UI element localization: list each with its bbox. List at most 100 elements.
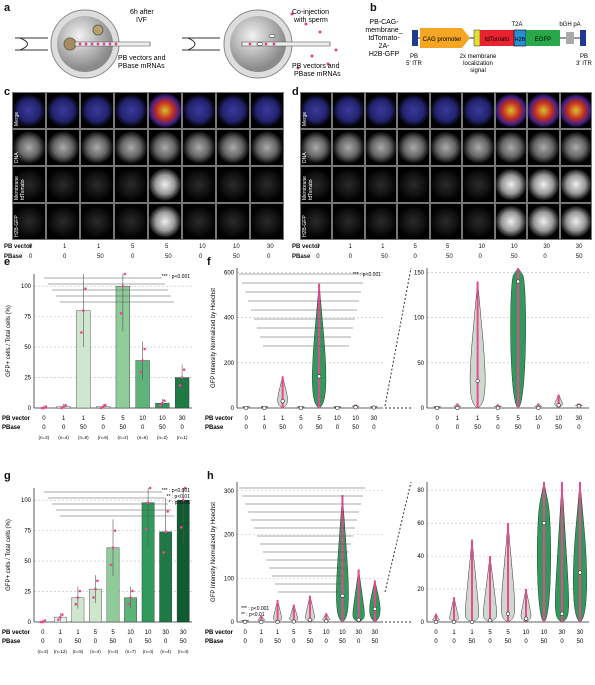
pb-vector-value: 0: [41, 630, 45, 636]
data-point: [109, 563, 113, 567]
pb-vector-value: 10: [334, 416, 341, 422]
micro-cell: [364, 92, 398, 129]
pbase-value: 50: [515, 425, 522, 431]
micro-row-label: Membrane tdTomato: [302, 176, 314, 200]
median-marker: [340, 593, 345, 598]
data-point: [96, 579, 99, 583]
micro-cell: [364, 166, 398, 203]
sig-legend: ** : p<0.01: [167, 494, 191, 500]
micro-cell: [527, 129, 560, 166]
median-marker: [243, 619, 248, 625]
y-tick-label: 200: [224, 361, 235, 367]
pbase-value: 0: [299, 425, 303, 431]
pbase-value: 50: [97, 254, 104, 260]
micro-cell: [216, 203, 250, 240]
pb-vector-value: 30: [180, 630, 187, 636]
median-marker: [262, 405, 267, 411]
data-point: [60, 406, 63, 410]
micro-cell: [46, 129, 80, 166]
data-point: [143, 347, 146, 351]
data-point: [146, 501, 150, 504]
n-count: (n=4): [160, 649, 171, 654]
panel-label-b: b: [370, 2, 377, 14]
pbase-value: 50: [446, 254, 453, 260]
pb-vector-value: 30: [179, 416, 186, 422]
micro-cell: [250, 166, 284, 203]
micro-cell: [182, 92, 216, 129]
micro-cell: [559, 92, 592, 129]
median-marker: [298, 405, 303, 411]
pbase-value: 50: [577, 639, 584, 645]
pbase-value: 0: [372, 425, 376, 431]
micro-cell: [182, 129, 216, 166]
micro-cell: [12, 92, 46, 129]
median-marker: [516, 279, 521, 284]
condition-table-c: PB vector PBase 0 0 1 0 1 50 5 0 5 50 10 0 10 50 30 0: [4, 244, 289, 266]
pbase-value: 0: [325, 639, 329, 645]
pb-vector-value: 1: [470, 630, 474, 636]
n-count: (n=12): [54, 649, 68, 654]
pbase-value: 0: [42, 425, 46, 431]
data-point: [57, 618, 60, 621]
micro-cell: [12, 203, 46, 240]
pbase-value: 0: [62, 425, 66, 431]
pbase-value: 0: [435, 425, 439, 431]
median-marker: [556, 403, 561, 408]
pb-vector-value: 30: [372, 630, 379, 636]
pb-vector-value: 5: [506, 630, 510, 636]
data-point: [123, 272, 127, 276]
pbase-value: 50: [469, 639, 476, 645]
median-marker: [259, 619, 264, 625]
median-marker: [275, 619, 280, 625]
micro-cell: [80, 92, 114, 129]
y-tick-label: 100: [224, 576, 235, 582]
micro-cell: [250, 129, 284, 166]
data-point: [164, 530, 167, 534]
micro-row-label: Membrane tdTomato: [14, 176, 26, 200]
micro-cell: [300, 129, 333, 166]
pbase-label: PBase: [4, 254, 23, 260]
micro-cell: [527, 92, 560, 129]
pb-vector-value: 1: [59, 630, 63, 636]
median-marker: [353, 405, 358, 410]
data-point: [180, 376, 184, 379]
pb-vector-value: 0: [244, 416, 248, 422]
y-tick-label: 80: [417, 488, 424, 494]
pb-vector-value: 10: [159, 416, 166, 422]
pb-vector-value: 1: [97, 244, 101, 250]
n-count: (n=6): [98, 435, 109, 440]
micro-cell: [12, 129, 46, 166]
pbase-value: 0: [141, 425, 145, 431]
pbase-value: 0: [41, 639, 45, 645]
n-count: (n=2): [118, 435, 129, 440]
micro-cell: [148, 92, 182, 129]
pbase-value: 50: [352, 425, 359, 431]
y-tick-label: 0: [231, 406, 235, 412]
pbase-value: 0: [537, 425, 541, 431]
micro-cell: [494, 203, 528, 240]
sig-legend: *** : p<0.001: [162, 488, 190, 494]
egfp-label: EGFP: [535, 37, 551, 43]
data-point: [40, 406, 44, 410]
h2b-label: H2B: [515, 37, 526, 43]
pbase-value: 0: [94, 639, 98, 645]
data-point: [99, 406, 103, 410]
pb-vector-label: PB vector: [205, 416, 234, 422]
tdtomato-block: [480, 30, 514, 46]
micro-cell: [46, 203, 80, 240]
sig-legend: *** : p<0.001: [162, 274, 190, 280]
data-point: [44, 405, 48, 408]
pbase-value: 0: [413, 254, 417, 260]
pb-vector-value: 30: [575, 244, 583, 250]
pbase-value: 0: [292, 639, 296, 645]
pb-vector-label: PB vector: [4, 244, 33, 250]
median-marker: [541, 521, 547, 526]
y-tick-label: 200: [224, 533, 235, 539]
micro-cell: [429, 166, 463, 203]
n-count: (n=2): [157, 435, 168, 440]
pb-vector-value: 30: [267, 244, 274, 250]
micro-cell: [300, 92, 333, 129]
n-count: (n=3): [37, 649, 48, 654]
data-point: [113, 529, 117, 532]
micro-cell: [429, 92, 463, 129]
